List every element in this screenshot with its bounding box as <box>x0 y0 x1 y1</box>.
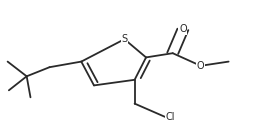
Text: S: S <box>121 34 128 44</box>
Text: O: O <box>179 24 187 34</box>
Text: Cl: Cl <box>165 112 174 122</box>
Text: O: O <box>197 61 204 71</box>
